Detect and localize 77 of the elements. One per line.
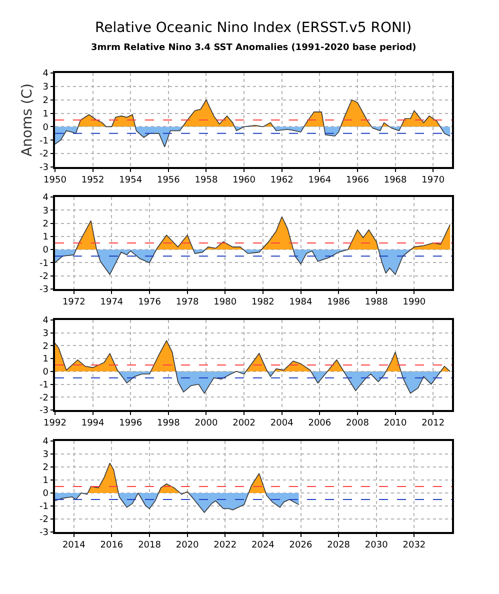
x-tick-label: 2030 [364,540,388,551]
y-tick-label: -2 [39,272,48,282]
x-tick-label: 2016 [100,540,124,551]
x-tick-label: 1980 [214,298,237,308]
y-tick-label: -2 [39,150,48,160]
x-tick-label: 1950 [44,176,67,186]
y-tick-label: -1 [39,136,48,146]
x-tick-label: 2032 [402,540,426,551]
y-tick-label: 2 [42,342,48,352]
x-tick-label: 1986 [327,298,350,308]
y-tick-label: -1 [39,380,48,390]
x-tick-label: 1992 [44,418,66,429]
y-tick-label: 1 [42,109,48,120]
x-tick-label: 1954 [119,176,142,186]
x-tick-label: 1974 [100,298,124,308]
y-tick-label: 1 [42,232,48,243]
x-tick-label: 1982 [251,298,274,308]
y-tick-label: -1 [39,502,48,512]
y-tick-label: 2 [42,463,48,474]
x-tick-label: 2006 [308,418,332,429]
x-tick-label: 2008 [346,418,370,429]
x-tick-label: 1968 [384,176,408,186]
x-tick-label: 2024 [251,540,275,551]
y-tick-label: 3 [42,82,48,93]
x-tick-label: 2028 [327,540,350,551]
y-axis-title: Anoms (C) [20,83,36,157]
x-tick-label: 1964 [308,176,332,186]
x-tick-label: 1960 [232,176,256,186]
x-tick-label: 1962 [270,176,294,186]
chart-subtitle: 3mrm Relative Nino 3.4 SST Anomalies (1991-2020 base period) [91,43,416,53]
x-tick-label: 2022 [214,540,237,551]
x-tick-label: 1966 [346,176,370,186]
y-tick-label: 4 [42,69,49,80]
y-tick-label: 4 [42,316,49,326]
x-tick-label: 1956 [156,176,180,186]
x-tick-label: 1990 [402,298,426,308]
y-tick-label: 0 [42,122,49,133]
y-tick-label: 4 [42,193,49,204]
x-tick-label: 1994 [81,418,105,429]
x-tick-label: 1996 [119,418,142,429]
y-tick-label: -3 [39,163,48,174]
chart-title: Relative Oceanic Nino Index (ERSST.v5 RONI) [95,20,412,36]
x-tick-label: 2018 [138,540,162,551]
y-tick-label: -2 [39,393,48,404]
y-tick-label: 1 [42,476,48,486]
x-tick-label: 2010 [384,418,408,429]
x-tick-label: 1952 [81,176,104,186]
y-tick-label: 0 [42,246,49,256]
x-tick-label: 2014 [62,540,86,551]
y-tick-label: -3 [39,406,48,416]
x-tick-label: 2020 [176,540,200,551]
y-tick-label: -2 [39,515,48,526]
x-tick-label: 2012 [422,418,445,429]
x-tick-label: 2004 [270,418,294,429]
x-tick-label: 1970 [422,176,445,186]
y-tick-label: 1 [42,354,48,365]
y-tick-label: 0 [42,368,49,378]
x-tick-label: 2002 [232,418,256,429]
y-tick-label: 2 [42,219,48,230]
x-tick-label: 1998 [156,418,180,429]
y-tick-label: 3 [42,206,48,216]
x-tick-label: 1976 [138,298,162,308]
y-tick-label: 3 [42,329,48,340]
y-tick-label: 4 [42,437,49,448]
x-tick-label: 1988 [364,298,388,308]
y-tick-label: -1 [39,258,48,269]
y-tick-label: -3 [39,528,48,538]
y-tick-label: 0 [42,489,49,500]
y-tick-label: -3 [39,285,48,296]
x-tick-label: 1984 [289,298,312,308]
x-tick-label: 1972 [62,298,86,308]
y-tick-label: 3 [42,450,48,460]
x-tick-label: 1958 [194,176,218,186]
y-tick-label: 2 [42,96,48,106]
x-tick-label: 2026 [289,540,312,551]
x-tick-label: 2000 [194,418,218,429]
x-tick-label: 1978 [176,298,200,308]
